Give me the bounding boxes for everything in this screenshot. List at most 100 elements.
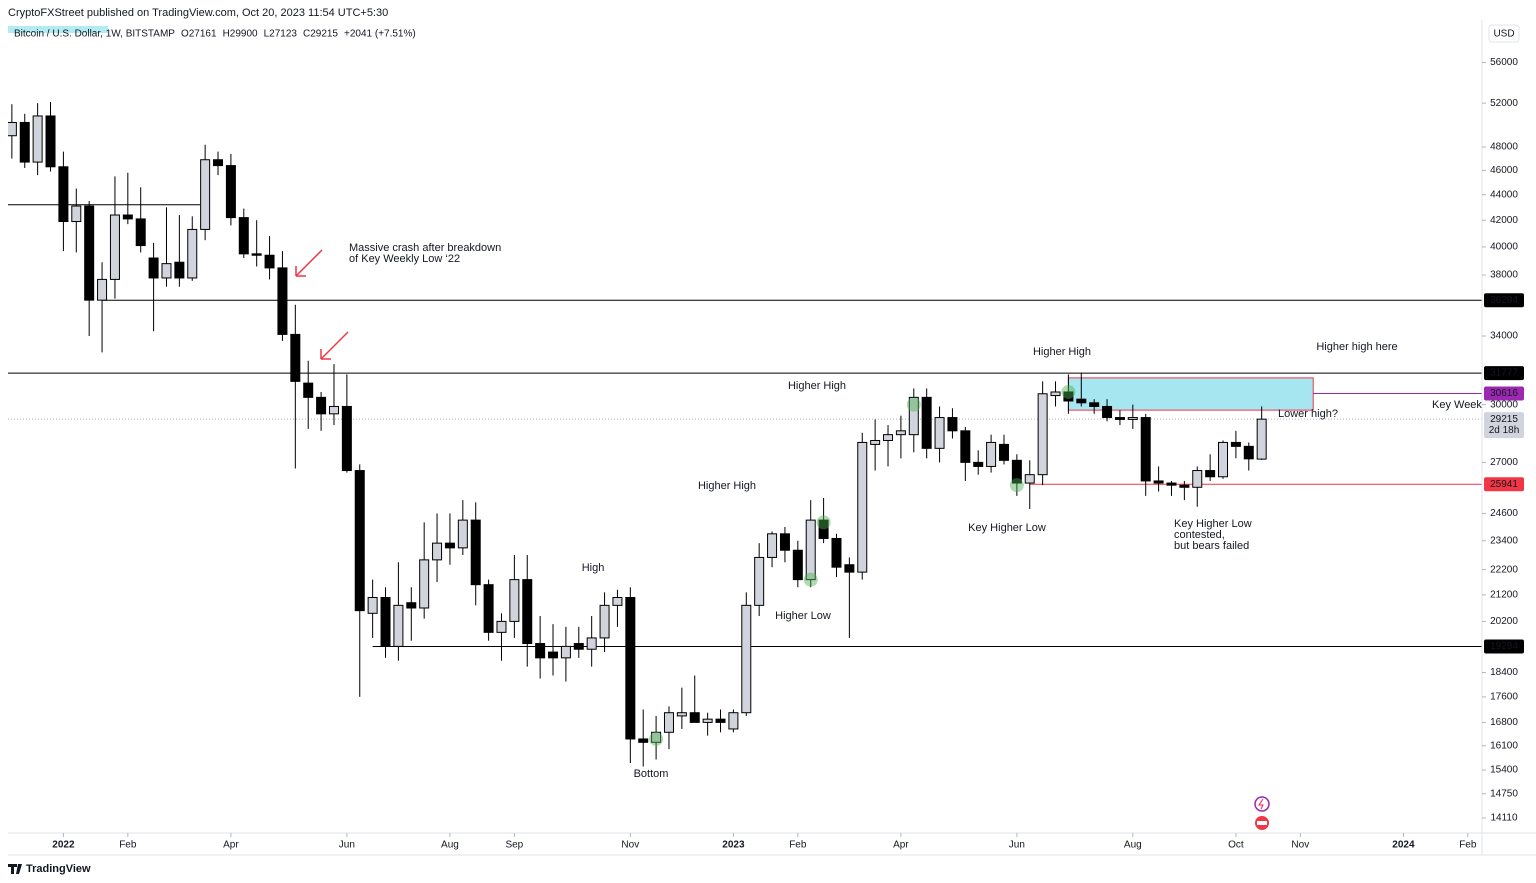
- annotation: but bears failed: [1174, 540, 1249, 552]
- price-label: 19294: [1490, 641, 1518, 652]
- x-tick-label: Aug: [1124, 840, 1142, 851]
- candle-body: [496, 620, 507, 633]
- x-tick-label: Apr: [893, 840, 909, 851]
- candle-body: [32, 115, 43, 163]
- y-tick-label: 56000: [1490, 57, 1518, 68]
- arrows: [295, 249, 349, 360]
- marker: [1009, 478, 1024, 493]
- annotation: High: [582, 562, 605, 574]
- candle-body: [213, 159, 224, 167]
- candle-body: [509, 579, 520, 622]
- candle-body: [45, 115, 56, 168]
- candle-body: [779, 533, 790, 551]
- candle-body: [380, 597, 391, 647]
- candle-body: [883, 434, 894, 441]
- candle-body: [1205, 470, 1216, 478]
- y-tick-label: 24600: [1490, 508, 1518, 519]
- candle-body: [767, 533, 778, 558]
- marker: [906, 397, 921, 412]
- y-tick-label: 48000: [1490, 142, 1518, 153]
- candle-body: [1179, 484, 1190, 488]
- candle-body: [844, 564, 855, 573]
- annotation: Massive crash after breakdown: [349, 242, 501, 254]
- ohlc-label: C29215: [303, 29, 338, 40]
- candle-body: [251, 253, 262, 256]
- y-tick-label: 21200: [1490, 590, 1518, 601]
- ohlc-label: +2041 (+7.51%): [344, 29, 416, 40]
- candle-body: [225, 165, 236, 219]
- candle-body: [109, 214, 120, 280]
- arrow: [295, 249, 323, 277]
- candle-body: [238, 217, 249, 255]
- candle-body: [122, 214, 133, 220]
- y-tick-label: 34000: [1490, 331, 1518, 342]
- candle-body: [831, 537, 842, 568]
- candle-body: [1243, 445, 1254, 460]
- y-tick-label: 40000: [1490, 242, 1518, 253]
- candle-body: [1127, 417, 1138, 420]
- candle-body: [663, 712, 674, 733]
- candle-body: [560, 645, 571, 659]
- countdown-label: 2d 18h: [1489, 425, 1520, 436]
- candle-body: [857, 441, 868, 573]
- candle-body: [792, 549, 803, 581]
- y-tick-label: 52000: [1490, 98, 1518, 109]
- icon: [1257, 821, 1267, 825]
- price-label: 30616: [1490, 388, 1518, 399]
- y-tick-label: 18400: [1490, 667, 1518, 678]
- candle-body: [1011, 459, 1022, 484]
- annotation: Key Weekl: [1432, 399, 1484, 411]
- annotation: contested,: [1174, 529, 1225, 541]
- y-tick-label: 30000: [1490, 399, 1518, 410]
- candle-body: [1230, 441, 1241, 447]
- x-tick-label: Feb: [119, 840, 137, 851]
- annotation: Higher Low: [775, 610, 831, 622]
- candle-body: [1089, 402, 1100, 407]
- candle-body: [535, 643, 546, 659]
- candle-body: [960, 430, 971, 463]
- x-tick-label: 2024: [1392, 840, 1415, 851]
- candle-body: [444, 542, 455, 549]
- marker: [1061, 384, 1076, 399]
- marker: [803, 572, 818, 587]
- candle-body: [921, 396, 932, 449]
- candle-body: [586, 637, 597, 650]
- annotation: Higher High: [788, 380, 846, 392]
- candle-body: [19, 121, 30, 163]
- candle-body: [805, 519, 816, 581]
- candle-body: [8, 121, 17, 137]
- candle-body: [161, 263, 172, 279]
- x-tick-label: Jun: [1009, 840, 1025, 851]
- candle-body: [277, 267, 288, 335]
- candle-body: [1063, 391, 1074, 402]
- candle-body: [367, 597, 378, 614]
- candle-body: [97, 278, 108, 301]
- icon: [1254, 796, 1270, 812]
- icon: [1258, 798, 1264, 810]
- x-tick-label: 2022: [52, 840, 75, 851]
- y-tick-label: 44000: [1490, 189, 1518, 200]
- brand-logo: [8, 864, 22, 874]
- candle-body: [71, 205, 82, 223]
- candle-body: [998, 443, 1009, 461]
- candle-body: [341, 405, 352, 472]
- icons: [1254, 796, 1270, 830]
- candle-body: [1076, 398, 1087, 404]
- y-tick-label: 14750: [1490, 788, 1518, 799]
- y-tick-label: 22200: [1490, 564, 1518, 575]
- candle-body: [470, 519, 481, 586]
- x-tick-label: Feb: [1459, 840, 1477, 851]
- symbol-title: Bitcoin / U.S. Dollar, 1W, BITSTAMP: [14, 29, 175, 40]
- candle-body: [483, 584, 494, 633]
- annotation: Bottom: [634, 768, 669, 780]
- marker: [649, 731, 664, 746]
- candle-body: [638, 738, 649, 743]
- candle-body: [1256, 418, 1267, 460]
- candle-body: [651, 731, 662, 743]
- candle-body: [625, 597, 636, 740]
- candle-body: [548, 651, 559, 659]
- ohlc-label: O27161: [181, 29, 217, 40]
